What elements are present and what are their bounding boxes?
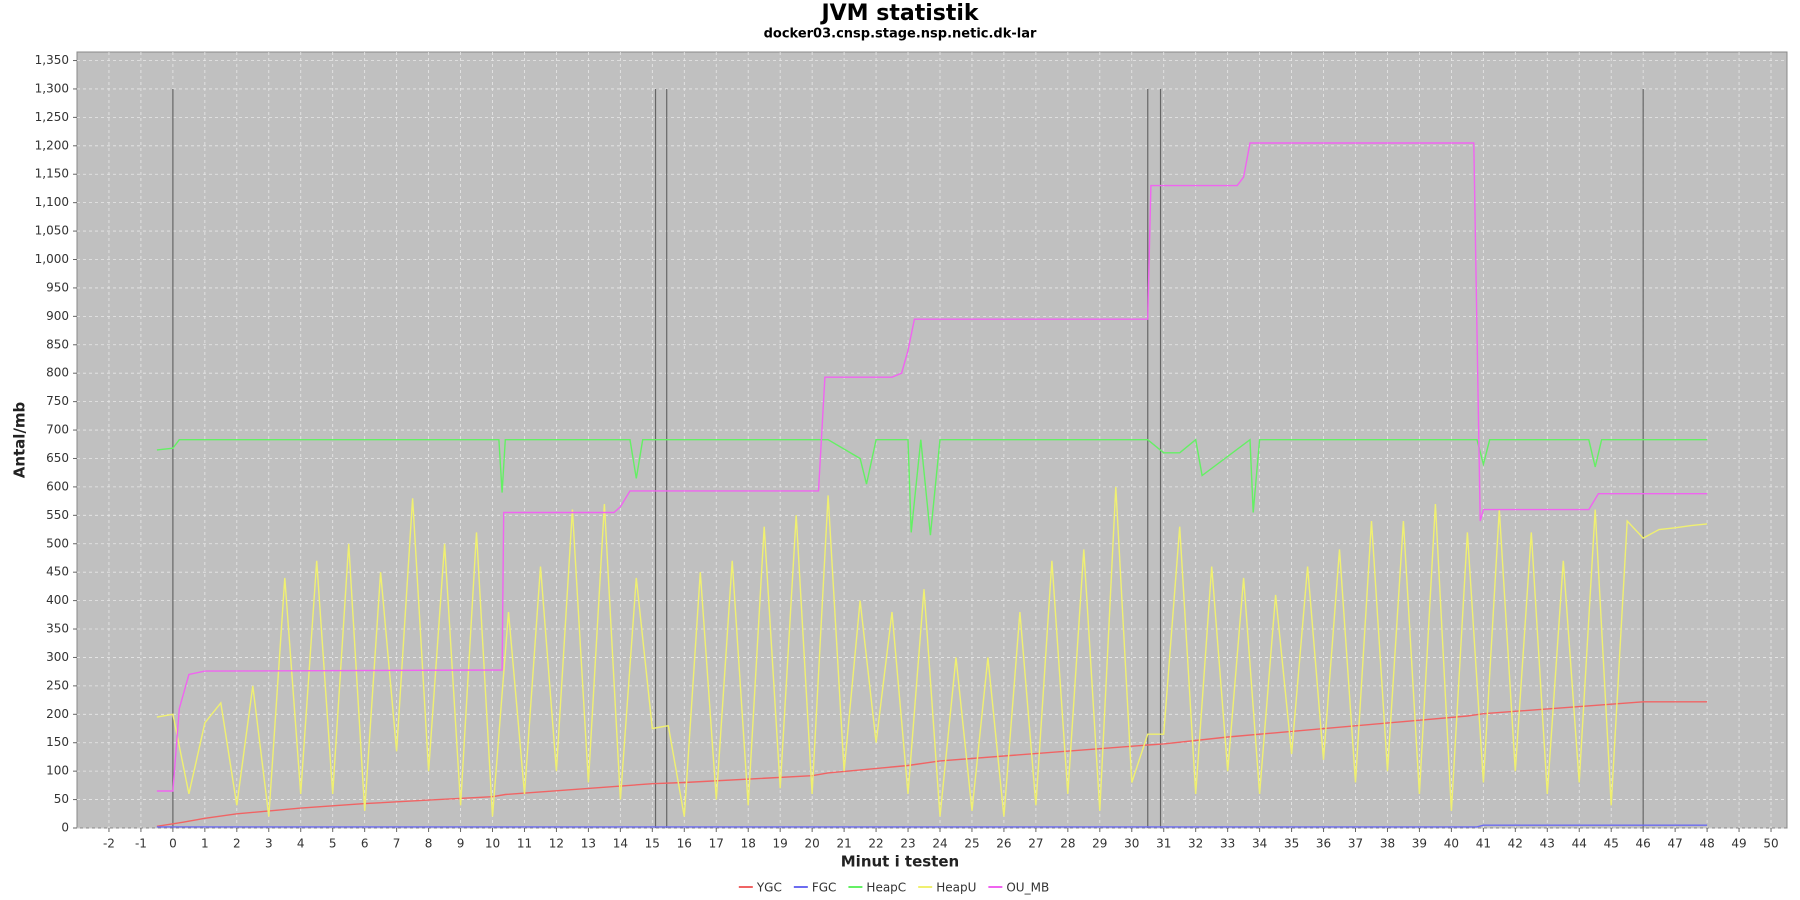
- y-tick-label: 800: [46, 366, 69, 380]
- x-tick-label: 29: [1092, 837, 1107, 851]
- y-tick-label: 600: [46, 479, 69, 493]
- x-tick-label: 22: [868, 837, 883, 851]
- y-tick-label: 700: [46, 423, 69, 437]
- x-tick-label: 19: [773, 837, 788, 851]
- x-tick-label: 9: [457, 837, 465, 851]
- x-tick-label: 5: [329, 837, 337, 851]
- x-tick-label: 24: [932, 837, 947, 851]
- x-tick-label: 47: [1667, 837, 1682, 851]
- y-tick-label: 1,100: [35, 195, 69, 209]
- series-line: [156, 142, 1708, 792]
- chart-subtitle: docker03.cnsp.stage.nsp.netic.dk-lar: [764, 27, 1037, 42]
- x-tick-label: 3: [265, 837, 273, 851]
- x-tick-label: 4: [297, 837, 305, 851]
- x-tick-label: 28: [1060, 837, 1075, 851]
- y-tick-label: 250: [46, 678, 69, 692]
- x-tick-label: 33: [1220, 837, 1235, 851]
- x-tick-label: 32: [1188, 837, 1203, 851]
- x-tick-label: 12: [549, 837, 564, 851]
- y-tick-label: 150: [46, 735, 69, 749]
- x-tick-label: 31: [1156, 837, 1171, 851]
- x-tick-label: 18: [741, 837, 756, 851]
- chart-title: JVM statistik: [819, 1, 979, 26]
- y-tick-label: 850: [46, 337, 69, 351]
- x-axis-label: Minut i testen: [841, 853, 959, 871]
- x-tick-label: 37: [1348, 837, 1363, 851]
- y-tick-label: 550: [46, 508, 69, 522]
- y-tick-label: 100: [46, 764, 69, 778]
- x-tick-label: 15: [645, 837, 660, 851]
- legend-label: HeapU: [936, 881, 976, 895]
- x-tick-label: 39: [1412, 837, 1427, 851]
- x-tick-label: 46: [1636, 837, 1651, 851]
- x-tick-label: -1: [135, 837, 147, 851]
- x-tick-label: 11: [517, 837, 532, 851]
- y-tick-label: 750: [46, 394, 69, 408]
- x-tick-label: 48: [1699, 837, 1714, 851]
- y-tick-label: 300: [46, 650, 69, 664]
- x-tick-label: 13: [581, 837, 596, 851]
- series-line: [156, 824, 1708, 828]
- x-tick-label: 8: [425, 837, 433, 851]
- x-tick-label: 1: [201, 837, 209, 851]
- x-tick-label: 41: [1476, 837, 1491, 851]
- x-tick-label: 21: [836, 837, 851, 851]
- legend-label: YGC: [756, 881, 782, 895]
- y-tick-label: 950: [46, 280, 69, 294]
- x-tick-label: 44: [1572, 837, 1587, 851]
- legend-label: OU_MB: [1006, 881, 1049, 895]
- x-tick-label: 26: [996, 837, 1011, 851]
- x-tick-label: 43: [1540, 837, 1555, 851]
- series-line: [156, 486, 1708, 817]
- y-tick-label: 1,050: [35, 224, 69, 238]
- x-tick-label: 14: [613, 837, 628, 851]
- x-tick-label: 40: [1444, 837, 1459, 851]
- y-axis-label: Antal/mb: [11, 401, 29, 478]
- x-tick-label: 36: [1316, 837, 1331, 851]
- x-tick-label: 17: [709, 837, 724, 851]
- x-tick-label: 0: [169, 837, 177, 851]
- x-tick-label: 49: [1731, 837, 1746, 851]
- x-tick-label: 16: [677, 837, 692, 851]
- y-tick-label: 500: [46, 536, 69, 550]
- x-tick-label: 7: [393, 837, 401, 851]
- x-tick-label: 10: [485, 837, 500, 851]
- x-tick-label: 35: [1284, 837, 1299, 851]
- y-tick-label: 1,000: [35, 252, 69, 266]
- x-tick-label: 6: [361, 837, 369, 851]
- y-tick-label: 200: [46, 707, 69, 721]
- legend-label: HeapC: [866, 881, 906, 895]
- y-tick-label: 50: [54, 792, 69, 806]
- x-tick-label: 50: [1763, 837, 1778, 851]
- x-tick-label: 38: [1380, 837, 1395, 851]
- x-tick-label: 34: [1252, 837, 1267, 851]
- series-line: [156, 438, 1708, 536]
- y-tick-label: 1,200: [35, 138, 69, 152]
- x-tick-label: 27: [1028, 837, 1043, 851]
- y-tick-label: 1,250: [35, 110, 69, 124]
- x-tick-label: 20: [804, 837, 819, 851]
- x-tick-label: 30: [1124, 837, 1139, 851]
- x-tick-label: 25: [964, 837, 979, 851]
- y-tick-label: 1,350: [35, 53, 69, 67]
- x-tick-label: 42: [1508, 837, 1523, 851]
- x-tick-label: 45: [1604, 837, 1619, 851]
- legend-label: FGC: [812, 881, 837, 895]
- y-tick-label: 900: [46, 309, 69, 323]
- y-tick-label: 1,150: [35, 167, 69, 181]
- y-tick-label: 350: [46, 622, 69, 636]
- y-tick-label: 0: [61, 821, 69, 835]
- x-tick-label: 2: [233, 837, 241, 851]
- y-tick-label: 400: [46, 593, 69, 607]
- y-tick-label: 450: [46, 565, 69, 579]
- x-tick-label: 23: [900, 837, 915, 851]
- x-tick-label: -2: [103, 837, 115, 851]
- y-tick-label: 1,300: [35, 81, 69, 95]
- y-tick-label: 650: [46, 451, 69, 465]
